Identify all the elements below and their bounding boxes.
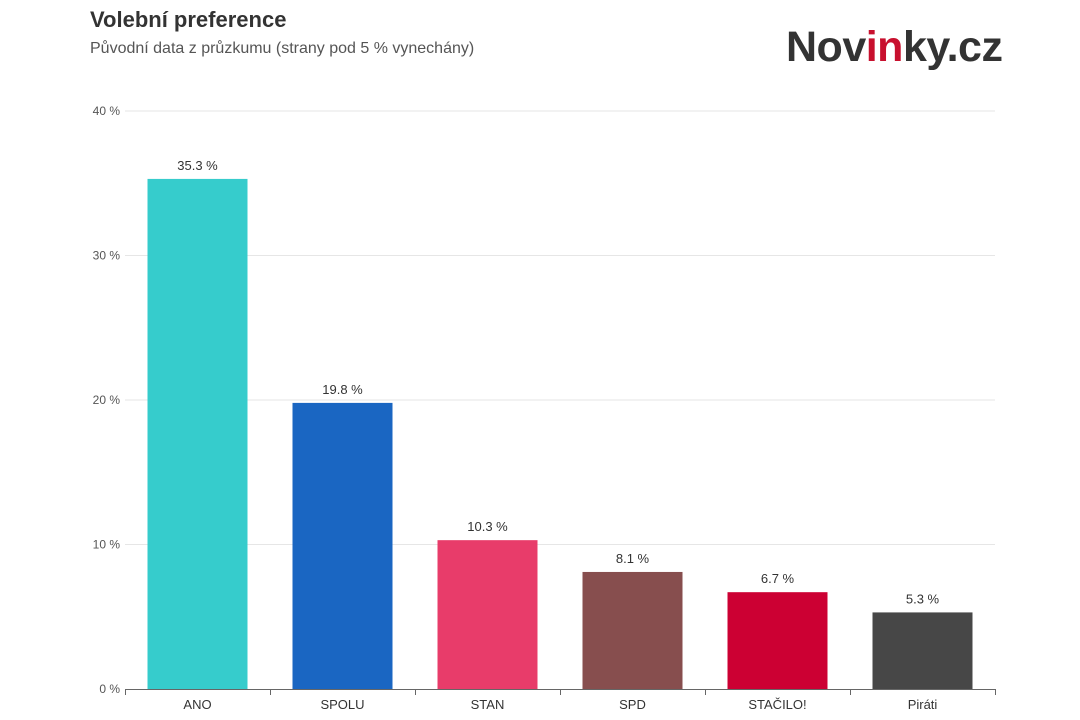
x-category-label: SPD	[619, 697, 646, 712]
bars	[147, 178, 973, 690]
data-label: 35.3 %	[177, 158, 218, 173]
bar-pir-ti[interactable]	[872, 612, 973, 689]
x-category-label: Piráti	[908, 697, 938, 712]
y-tick-label: 40 %	[93, 104, 121, 118]
y-tick-label: 10 %	[93, 538, 121, 552]
logo-part-3: ky.cz	[902, 23, 1003, 71]
data-label: 10.3 %	[467, 519, 508, 534]
logo-part-2: in	[865, 23, 904, 71]
bar-spd[interactable]	[582, 571, 683, 689]
y-tick-label: 30 %	[93, 249, 121, 263]
data-labels: 35.3 % 19.8 % 10.3 % 8.1 % 6.7 % 5.3 %	[177, 158, 940, 606]
data-label: 8.1 %	[616, 551, 650, 566]
bar-sta-ilo-[interactable]	[727, 592, 828, 689]
x-axis-categories: ANO SPOLU STAN SPD STAČILO! Piráti	[183, 697, 937, 712]
gridlines	[125, 110, 995, 545]
x-axis	[125, 689, 996, 695]
bar-spolu[interactable]	[292, 402, 393, 689]
y-tick-label: 0 %	[99, 682, 120, 696]
x-category-label: SPOLU	[320, 697, 364, 712]
data-label: 6.7 %	[761, 571, 795, 586]
bar-stan[interactable]	[437, 540, 538, 689]
x-category-label: ANO	[183, 697, 211, 712]
y-axis-ticks: 0 % 10 % 20 % 30 % 40 %	[93, 104, 121, 696]
bar-ano[interactable]	[147, 178, 248, 690]
data-label: 5.3 %	[906, 591, 940, 606]
y-tick-label: 20 %	[93, 393, 121, 407]
novinky-logo[interactable]: Novinky.cz	[786, 23, 1003, 71]
chart-title: Volební preference	[90, 7, 287, 32]
x-category-label: STAČILO!	[748, 697, 806, 712]
chart-subtitle: Původní data z průzkumu (strany pod 5 % …	[90, 40, 475, 57]
x-category-label: STAN	[471, 697, 505, 712]
data-label: 19.8 %	[322, 382, 363, 397]
logo-part-1: Nov	[786, 23, 866, 71]
